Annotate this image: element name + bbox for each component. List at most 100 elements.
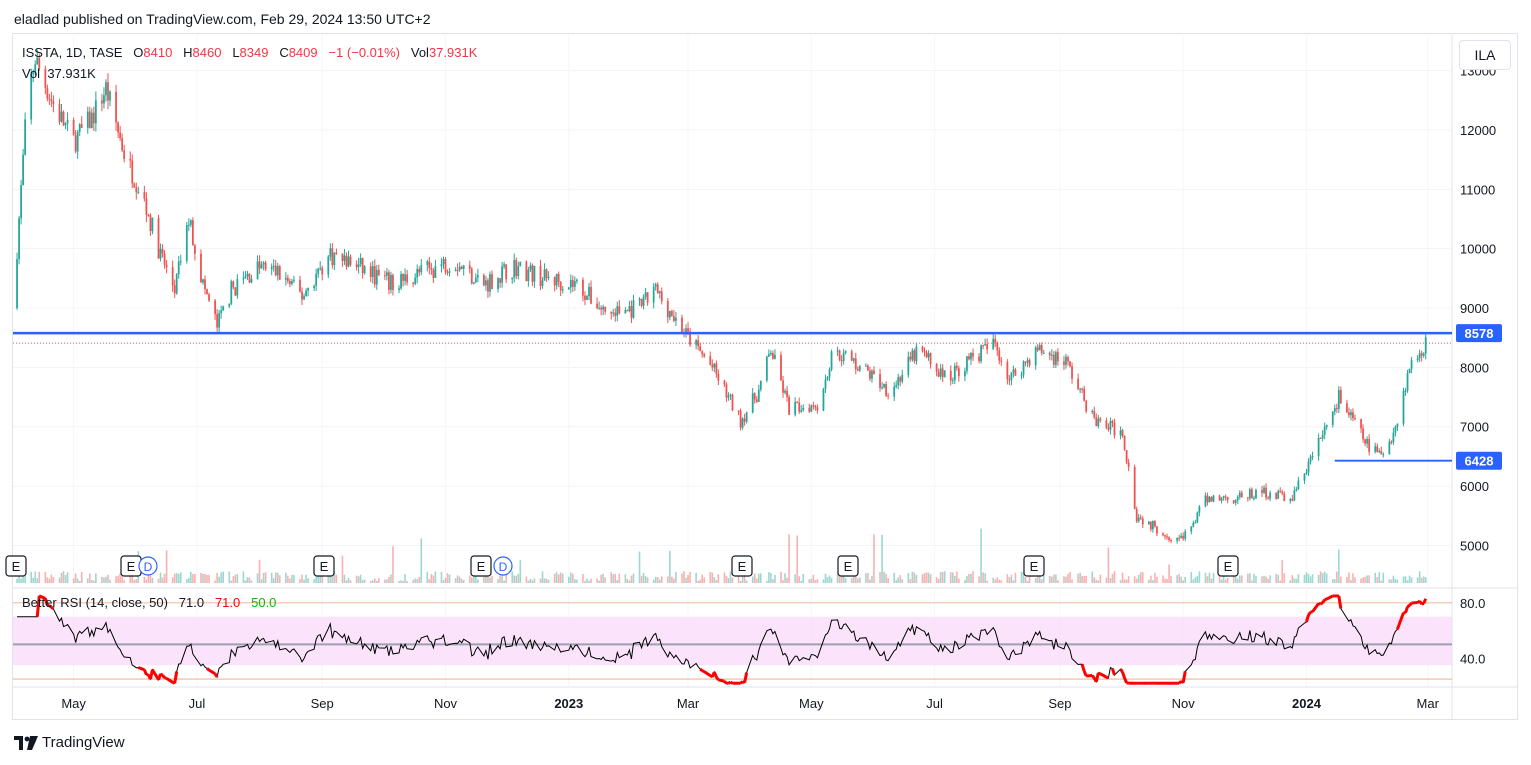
earnings-marker (837, 555, 859, 577)
candle-body (400, 274, 402, 289)
volume-bar (814, 580, 817, 583)
candle-body (864, 365, 867, 367)
candle-body (444, 259, 447, 273)
rsi-extreme-segment (701, 669, 705, 673)
volume-bar (1152, 580, 1154, 583)
candle-body (74, 135, 77, 152)
rsi-extreme-segment (729, 680, 734, 685)
volume-bar (173, 573, 176, 583)
candle-body (1281, 491, 1284, 494)
candle-body (483, 275, 485, 286)
rsi-extreme-segment (1319, 601, 1324, 606)
rsi-extreme-segment (1121, 671, 1127, 679)
volume-bar (1291, 575, 1294, 583)
symbol-info[interactable]: ISSTA, 1D, TASE (22, 45, 123, 60)
volume-bar (1220, 579, 1223, 583)
volume-bar (133, 579, 136, 583)
candle-body (1192, 522, 1195, 527)
earnings-marker (731, 555, 753, 577)
volume-bar (1317, 574, 1320, 583)
candle-body (937, 371, 940, 377)
vol-label: Vol (410, 45, 429, 60)
volume-bar (1148, 579, 1150, 583)
volume-bar (86, 578, 89, 583)
candle-body (867, 365, 869, 371)
volume-bar (1182, 580, 1184, 583)
volume-bar (1323, 571, 1326, 583)
candle-body (907, 356, 910, 376)
candle-body (1012, 369, 1015, 373)
candle-body (1206, 495, 1209, 503)
candle-body (1170, 540, 1172, 542)
candle-body (739, 410, 742, 428)
volume-bar (998, 579, 1001, 583)
candle-body (341, 253, 344, 261)
candle-body (1352, 412, 1354, 419)
candle-body (220, 310, 223, 314)
volume-bar (893, 572, 895, 583)
candle-body (1406, 372, 1409, 391)
currency-button[interactable]: ILA (1459, 40, 1511, 70)
volume-bar (1184, 576, 1187, 583)
price-tick-label: 10000 (1460, 242, 1496, 257)
candle-body (689, 331, 691, 345)
candle-body (968, 356, 970, 360)
volume-bar (1162, 575, 1164, 583)
volume-bar (725, 575, 728, 583)
candle-body (830, 351, 833, 370)
volume-bar (190, 571, 192, 583)
candle-body (1006, 361, 1009, 380)
volume-bar (925, 572, 928, 583)
volume-bar (161, 577, 164, 583)
candle-body (1420, 353, 1423, 356)
volume-bar (1139, 572, 1142, 583)
volume-bar (1065, 576, 1067, 583)
volume-bar (1008, 577, 1011, 583)
volume-bar (357, 576, 360, 583)
volume-bar (1192, 579, 1195, 583)
volume-bar (1420, 577, 1423, 583)
volume-bar (703, 577, 706, 583)
tradingview-wordmark: TradingView (42, 734, 125, 751)
volume-bar (612, 574, 615, 583)
candle-body (1040, 345, 1043, 353)
volume-bar (24, 575, 26, 583)
volume-bar (994, 579, 997, 583)
volume-bar (327, 573, 330, 583)
volume-bar (1388, 579, 1391, 583)
volume-bar (553, 573, 556, 583)
candle-body (1162, 533, 1164, 536)
candle-body (1368, 439, 1371, 452)
candle-body (713, 363, 716, 368)
volume-bar (331, 574, 334, 583)
rsi-extreme-segment (739, 680, 744, 685)
candles-group (16, 49, 1427, 544)
candle-body (998, 350, 1001, 361)
volume-bar (1424, 577, 1427, 583)
volume-bar (630, 575, 633, 583)
volume-bar (444, 577, 447, 583)
candle-body (638, 298, 641, 301)
candle-body (584, 295, 586, 300)
volume-bar (36, 578, 39, 583)
volume-bar (1325, 573, 1328, 583)
rsi-extreme-segment (161, 674, 166, 679)
candle-body (1067, 357, 1069, 362)
candle-body (361, 257, 364, 273)
candle-body (844, 351, 847, 353)
volume-bar (123, 580, 125, 583)
volume-bar (867, 572, 869, 583)
tradingview-logo[interactable]: TradingView (14, 734, 125, 751)
candle-body (489, 274, 491, 292)
candle-body (1091, 410, 1094, 412)
candle-body (1289, 499, 1292, 502)
volume-bar (887, 578, 889, 583)
candle-body (966, 356, 968, 372)
high-label: H (183, 45, 193, 60)
rsi-title[interactable]: Better RSI (14, close, 50) (22, 595, 168, 610)
volume-bar (1279, 580, 1282, 583)
candle-body (343, 255, 346, 261)
candle-body (1366, 439, 1369, 444)
dividend-marker (138, 556, 158, 576)
